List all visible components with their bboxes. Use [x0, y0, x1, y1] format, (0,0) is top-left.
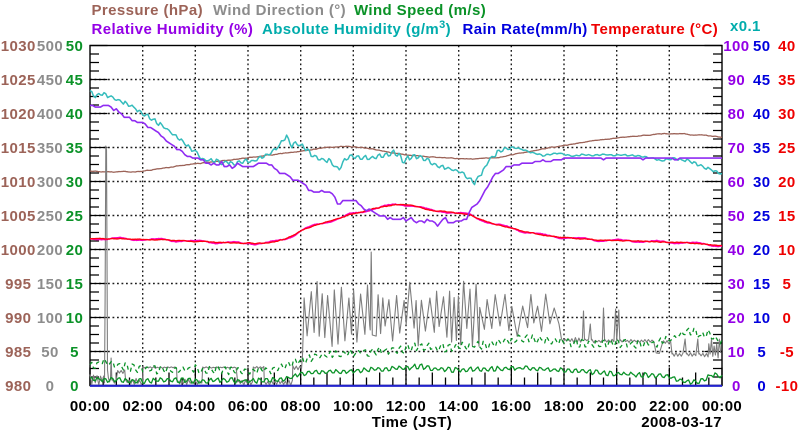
- svg-text:04:00: 04:00: [175, 398, 215, 415]
- svg-text:10: 10: [778, 242, 796, 259]
- svg-text:14:00: 14:00: [439, 398, 479, 415]
- svg-text:10: 10: [66, 310, 84, 327]
- svg-text:350: 350: [37, 140, 63, 157]
- svg-text:18:00: 18:00: [544, 398, 584, 415]
- svg-text:-5: -5: [780, 344, 794, 361]
- svg-text:Rain Rate(mm/h): Rain Rate(mm/h): [463, 21, 588, 38]
- svg-text:30: 30: [66, 174, 84, 191]
- svg-text:00:00: 00:00: [702, 398, 742, 415]
- svg-text:40: 40: [778, 38, 796, 55]
- svg-text:15: 15: [66, 276, 84, 293]
- svg-text:10: 10: [753, 310, 771, 327]
- svg-text:20:00: 20:00: [597, 398, 637, 415]
- svg-text:40: 40: [728, 242, 746, 259]
- svg-text:Relative Humidity (%): Relative Humidity (%): [92, 21, 254, 38]
- svg-text:00:00: 00:00: [70, 398, 110, 415]
- svg-text:980: 980: [5, 378, 31, 395]
- svg-text:Pressure (hPa): Pressure (hPa): [92, 2, 203, 19]
- svg-text:5: 5: [70, 344, 79, 361]
- svg-text:Wind Speed (m/s): Wind Speed (m/s): [354, 2, 486, 19]
- svg-text:06:00: 06:00: [228, 398, 268, 415]
- svg-text:35: 35: [753, 140, 771, 157]
- svg-text:1000: 1000: [1, 242, 36, 259]
- svg-text:16:00: 16:00: [491, 398, 531, 415]
- svg-text:Absolute Humidity (g/m3): Absolute Humidity (g/m3): [262, 19, 451, 38]
- svg-text:1015: 1015: [1, 140, 36, 157]
- svg-text:100: 100: [723, 38, 749, 55]
- svg-text:25: 25: [753, 208, 771, 225]
- svg-text:200: 200: [37, 242, 63, 259]
- svg-text:1005: 1005: [1, 208, 36, 225]
- svg-text:45: 45: [66, 72, 84, 89]
- svg-text:25: 25: [66, 208, 84, 225]
- svg-text:08:00: 08:00: [281, 398, 321, 415]
- svg-text:30: 30: [728, 276, 746, 293]
- svg-text:1010: 1010: [1, 174, 36, 191]
- svg-text:0: 0: [732, 378, 741, 395]
- svg-text:150: 150: [37, 276, 63, 293]
- svg-text:50: 50: [66, 38, 84, 55]
- svg-text:400: 400: [37, 106, 63, 123]
- svg-text:Temperature (°C): Temperature (°C): [591, 21, 718, 38]
- svg-text:1020: 1020: [1, 106, 36, 123]
- svg-text:22:00: 22:00: [649, 398, 689, 415]
- svg-text:25: 25: [778, 140, 796, 157]
- svg-text:0: 0: [46, 378, 55, 395]
- svg-text:Time (JST): Time (JST): [372, 414, 452, 431]
- svg-text:45: 45: [753, 72, 771, 89]
- svg-text:60: 60: [728, 174, 746, 191]
- svg-text:0: 0: [783, 310, 792, 327]
- svg-text:15: 15: [753, 276, 771, 293]
- svg-text:100: 100: [37, 310, 63, 327]
- svg-text:500: 500: [37, 38, 63, 55]
- svg-text:50: 50: [41, 344, 59, 361]
- svg-text:20: 20: [753, 242, 771, 259]
- svg-text:40: 40: [66, 106, 84, 123]
- svg-text:90: 90: [728, 72, 746, 89]
- svg-text:15: 15: [778, 208, 796, 225]
- svg-text:20: 20: [778, 174, 796, 191]
- svg-text:5: 5: [783, 276, 792, 293]
- svg-text:2008-03-17: 2008-03-17: [641, 414, 722, 431]
- svg-text:5: 5: [757, 344, 766, 361]
- svg-text:450: 450: [37, 72, 63, 89]
- svg-text:990: 990: [5, 310, 31, 327]
- svg-text:35: 35: [778, 72, 796, 89]
- svg-text:40: 40: [753, 106, 771, 123]
- svg-text:70: 70: [728, 140, 746, 157]
- svg-text:35: 35: [66, 140, 84, 157]
- svg-text:12:00: 12:00: [386, 398, 426, 415]
- svg-text:20: 20: [66, 242, 84, 259]
- svg-text:30: 30: [753, 174, 771, 191]
- svg-text:300: 300: [37, 174, 63, 191]
- svg-text:10: 10: [728, 344, 746, 361]
- svg-text:250: 250: [37, 208, 63, 225]
- svg-text:50: 50: [753, 38, 771, 55]
- svg-text:30: 30: [778, 106, 796, 123]
- svg-text:0: 0: [757, 378, 766, 395]
- svg-text:20: 20: [728, 310, 746, 327]
- svg-text:995: 995: [5, 276, 31, 293]
- svg-text:-10: -10: [775, 378, 798, 395]
- svg-text:10:00: 10:00: [333, 398, 373, 415]
- svg-text:985: 985: [5, 344, 31, 361]
- svg-text:0: 0: [70, 378, 79, 395]
- svg-text:x0.1: x0.1: [730, 18, 761, 35]
- svg-text:50: 50: [728, 208, 746, 225]
- svg-text:80: 80: [728, 106, 746, 123]
- svg-text:1030: 1030: [1, 38, 36, 55]
- svg-text:1025: 1025: [1, 72, 36, 89]
- svg-text:02:00: 02:00: [123, 398, 163, 415]
- svg-text:Wind Direction (°): Wind Direction (°): [213, 2, 346, 19]
